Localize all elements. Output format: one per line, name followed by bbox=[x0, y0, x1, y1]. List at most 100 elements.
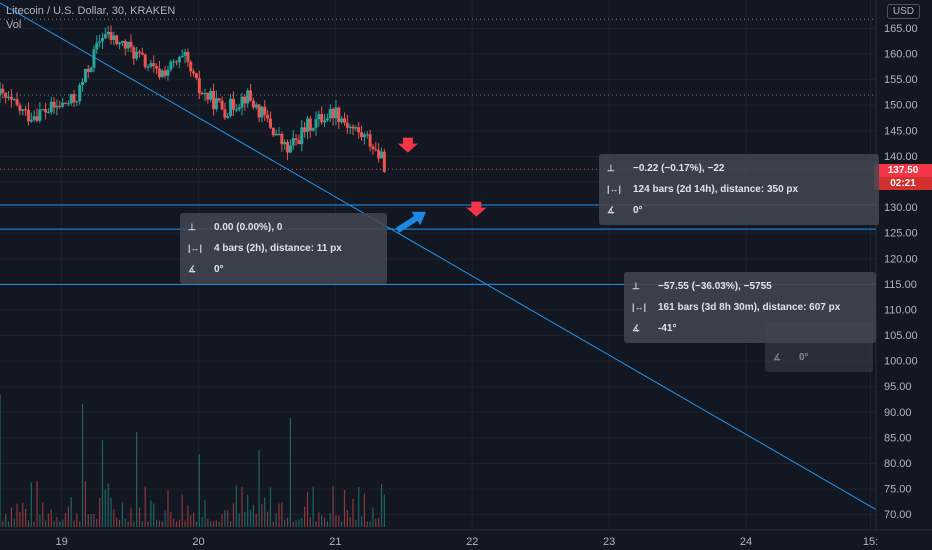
volume-bar bbox=[178, 519, 180, 527]
time-tick-label: 15: bbox=[863, 536, 878, 548]
candle bbox=[263, 106, 267, 115]
price-range-icon: ⊥ bbox=[607, 163, 615, 173]
volume-bar bbox=[10, 507, 12, 527]
candle bbox=[92, 49, 96, 68]
volume-bar bbox=[87, 514, 89, 527]
candle bbox=[18, 105, 22, 111]
price-tick-label: 120.00 bbox=[884, 253, 918, 265]
volume-bar bbox=[235, 485, 237, 527]
price-tick-label: 155.00 bbox=[884, 74, 918, 86]
volume-bar bbox=[136, 431, 138, 527]
candle bbox=[152, 63, 156, 67]
candle bbox=[183, 52, 187, 56]
candle bbox=[44, 109, 48, 113]
candle bbox=[240, 96, 244, 108]
volume-bar bbox=[309, 517, 311, 527]
angle-icon: ∡ bbox=[773, 352, 782, 362]
bar-countdown-badge: 02:21 bbox=[874, 177, 932, 190]
candle bbox=[280, 133, 284, 145]
candle bbox=[55, 105, 59, 108]
volume-bar bbox=[84, 480, 87, 527]
volume-bar bbox=[161, 521, 163, 527]
candle bbox=[328, 108, 332, 119]
volume-bar bbox=[133, 521, 135, 527]
candle bbox=[317, 114, 321, 120]
price-tick-label: 100.00 bbox=[884, 356, 918, 368]
volume-bar bbox=[298, 519, 300, 527]
volume-bar bbox=[224, 509, 226, 527]
volume-bar bbox=[338, 515, 340, 527]
time-tick-label: 20 bbox=[192, 536, 204, 548]
volume-bar bbox=[59, 521, 61, 527]
candle bbox=[24, 109, 28, 111]
volume-bar bbox=[173, 518, 175, 527]
candle bbox=[371, 146, 375, 150]
candle bbox=[342, 118, 346, 123]
candle bbox=[231, 98, 235, 110]
volume-bar bbox=[187, 505, 189, 527]
candle bbox=[63, 102, 67, 104]
candle bbox=[29, 119, 33, 122]
volume-bar bbox=[318, 512, 320, 527]
time-tick-label: 23 bbox=[603, 536, 615, 548]
volume-bar bbox=[295, 520, 297, 527]
candle bbox=[46, 112, 50, 114]
candle bbox=[21, 109, 25, 111]
candle bbox=[360, 132, 364, 138]
price-tick-label: 145.00 bbox=[884, 125, 918, 137]
candle bbox=[323, 120, 327, 123]
volume-bar bbox=[369, 520, 371, 527]
candle bbox=[297, 140, 301, 145]
candle bbox=[200, 93, 204, 95]
candle bbox=[209, 90, 213, 100]
volume-bar bbox=[13, 518, 15, 527]
candle bbox=[115, 35, 119, 45]
time-axis bbox=[0, 530, 932, 550]
volume-bar bbox=[207, 518, 209, 527]
candle bbox=[1, 88, 5, 93]
symbol-title[interactable]: Litecoin / U.S. Dollar, 30, KRAKEN bbox=[6, 5, 176, 17]
currency-button[interactable]: USD bbox=[886, 4, 920, 19]
candle bbox=[4, 92, 8, 98]
candle bbox=[308, 118, 312, 131]
volume-bar bbox=[249, 509, 252, 527]
volume-bar bbox=[33, 520, 35, 527]
volume-bar bbox=[278, 503, 280, 527]
candle bbox=[103, 34, 107, 39]
volume-bar bbox=[130, 507, 132, 527]
volume-bar bbox=[275, 513, 277, 527]
price-tick-label: 140.00 bbox=[884, 151, 918, 163]
volume-bar bbox=[321, 515, 323, 527]
volume-bar bbox=[238, 513, 240, 527]
candle bbox=[197, 77, 201, 94]
price-tick-label: 95.00 bbox=[884, 381, 912, 393]
candle bbox=[38, 109, 42, 121]
price-tick-label: 70.00 bbox=[884, 509, 912, 521]
candle bbox=[351, 126, 355, 129]
candle bbox=[35, 116, 39, 121]
candle bbox=[12, 99, 16, 101]
volume-label[interactable]: Vol bbox=[6, 19, 22, 31]
volume-bar bbox=[343, 489, 346, 527]
volume-bar bbox=[346, 509, 348, 527]
volume-bar bbox=[358, 486, 360, 527]
candle bbox=[120, 41, 124, 43]
candle bbox=[314, 119, 318, 128]
volume-bar bbox=[352, 498, 354, 527]
volume-bar bbox=[110, 497, 112, 527]
candle bbox=[260, 106, 264, 118]
candle bbox=[66, 103, 70, 105]
volume-bar bbox=[255, 514, 257, 527]
candle bbox=[112, 35, 116, 41]
candle bbox=[374, 149, 378, 151]
volume-bar bbox=[201, 517, 203, 527]
candle bbox=[305, 118, 309, 132]
candle bbox=[243, 96, 247, 104]
volume-bar bbox=[107, 483, 109, 527]
measure-tooltip-1: ⊥ 0.00 (0.00%), 0 |↔| 4 bars (2h), distanc… bbox=[180, 213, 387, 284]
volume-bar bbox=[39, 514, 41, 527]
candle bbox=[291, 138, 295, 146]
candle bbox=[251, 100, 255, 108]
volume-bar bbox=[326, 521, 329, 527]
